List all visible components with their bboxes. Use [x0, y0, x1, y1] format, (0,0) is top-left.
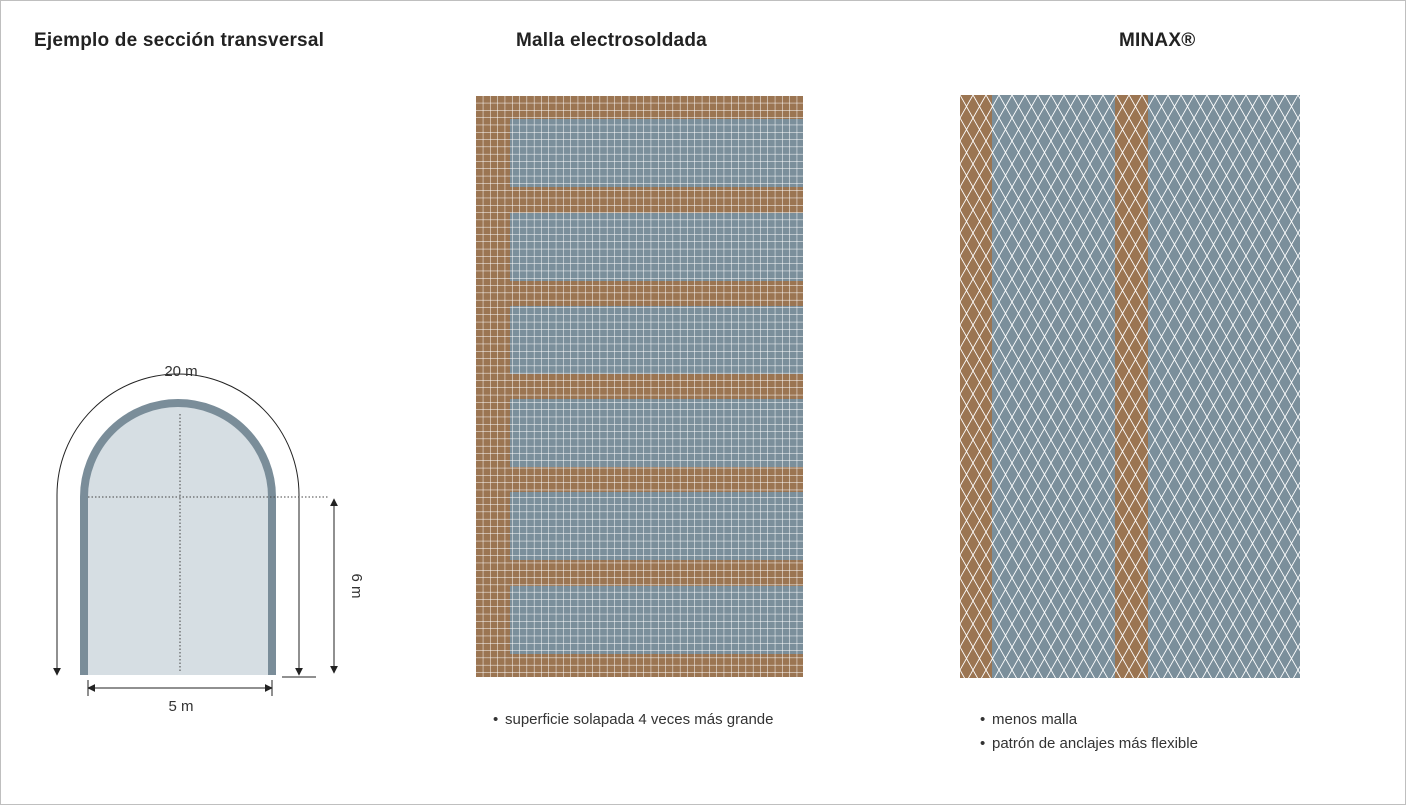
title-cross-section: Ejemplo de sección transversal	[34, 30, 325, 51]
title-welded-mesh: Malla electrosoldada	[516, 30, 707, 51]
bullet-item: patrón de anclajes más flexible	[980, 732, 1310, 756]
minax-bullets: menos malla patrón de anclajes más flexi…	[980, 708, 1310, 756]
arc-length-label: 20 m	[164, 363, 197, 380]
minax-diamond-pattern	[960, 95, 1300, 678]
title-minax: MINAX®	[1119, 30, 1196, 51]
tunnel-fill	[84, 403, 272, 675]
mesh-grid	[476, 96, 803, 677]
minax-panel	[960, 95, 1300, 678]
tunnel-cross-section: 20 m 5 m 6 m	[53, 363, 365, 715]
tunnel-lining	[80, 399, 276, 675]
bullet-item: menos malla	[980, 708, 1310, 732]
bullet-item: superficie solapada 4 veces más grande	[493, 708, 793, 732]
arc-dimension-line	[53, 373, 303, 676]
width-label: 5 m	[168, 698, 193, 715]
height-label: 6 m	[348, 573, 365, 598]
welded-mesh-bullets: superficie solapada 4 veces más grande	[493, 708, 793, 732]
welded-mesh-panel	[476, 96, 803, 677]
